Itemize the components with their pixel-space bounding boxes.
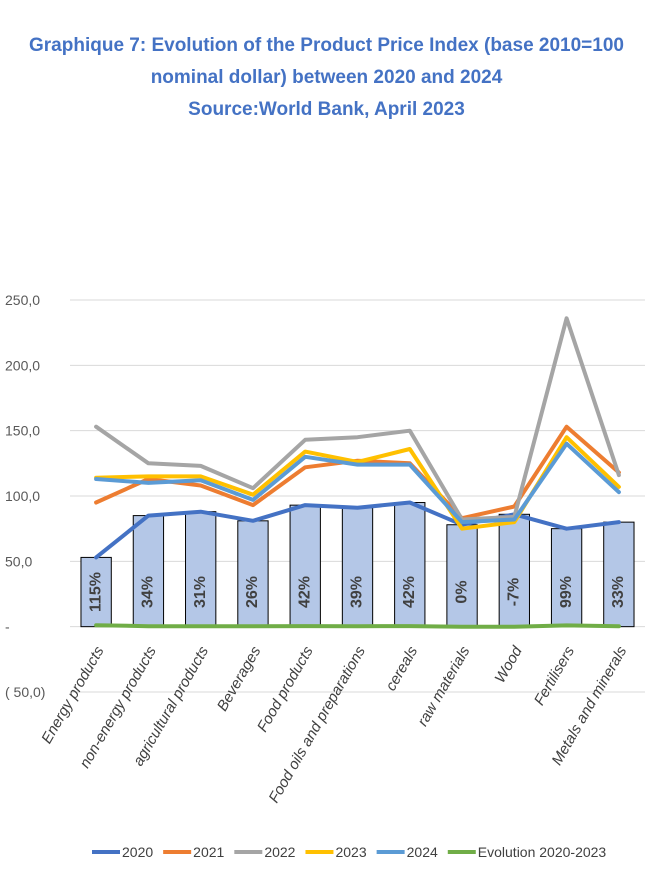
series-line — [94, 441, 621, 525]
bar-data-label: 115% — [87, 572, 104, 612]
bar-data-label: -7% — [506, 578, 523, 606]
chart-title: Graphique 7: Evolution of the Product Pr… — [0, 30, 653, 126]
bar — [80, 556, 112, 628]
bar — [185, 511, 217, 628]
bar-data-label: 31% — [192, 576, 209, 608]
x-tick-label: Fertilisers — [531, 643, 578, 708]
bar-data-label: 34% — [140, 576, 157, 608]
series-line — [94, 316, 621, 522]
y-tick-label: 50,0 — [5, 553, 32, 569]
bar — [498, 513, 530, 628]
bar-data-label: 99% — [558, 576, 575, 608]
bar-data-label: 39% — [349, 576, 366, 608]
y-tick-label: 250,0 — [5, 292, 40, 308]
chart-title-line-2: nominal dollar) between 2020 and 2024 — [150, 67, 503, 88]
legend-label: 2022 — [264, 844, 295, 860]
bar-data-label: 42% — [401, 576, 418, 608]
y-tick-label: 200,0 — [5, 357, 40, 373]
y-tick-label: - — [5, 619, 10, 635]
x-tick-label: Beverages — [214, 643, 265, 714]
x-tick-label: Wood — [491, 643, 526, 686]
x-tick-label: Food oils and preparations — [265, 643, 369, 806]
chart-title-line-3: Source:World Bank, April 2023 — [188, 99, 465, 120]
series-line — [94, 500, 621, 560]
bar-data-label: 26% — [244, 576, 261, 608]
x-tick-label: raw materials — [414, 643, 474, 729]
bar-data-label: 0% — [453, 580, 470, 603]
y-tick-label: 150,0 — [5, 423, 40, 439]
x-tick-label: cereals — [382, 643, 421, 694]
chart-title-line-1: Graphique 7: Evolution of the Product Pr… — [29, 35, 624, 56]
y-tick-label: 100,0 — [5, 488, 40, 504]
bar — [603, 521, 635, 628]
x-tick-label: Food products — [254, 643, 317, 735]
legend-label: 2023 — [335, 844, 366, 860]
bar — [132, 515, 165, 628]
y-tick-label: ( 50,0) — [5, 684, 45, 700]
bar — [237, 520, 269, 628]
series-line — [94, 623, 621, 629]
legend-label: 2020 — [122, 844, 153, 860]
bar-data-label: 42% — [296, 576, 313, 608]
bar-data-label: 33% — [610, 576, 627, 608]
series-line — [94, 424, 621, 521]
bar — [446, 524, 478, 628]
legend-label: Evolution 2020-2023 — [478, 844, 607, 860]
legend-label: 2024 — [407, 844, 438, 860]
legend-label: 2021 — [193, 844, 224, 860]
